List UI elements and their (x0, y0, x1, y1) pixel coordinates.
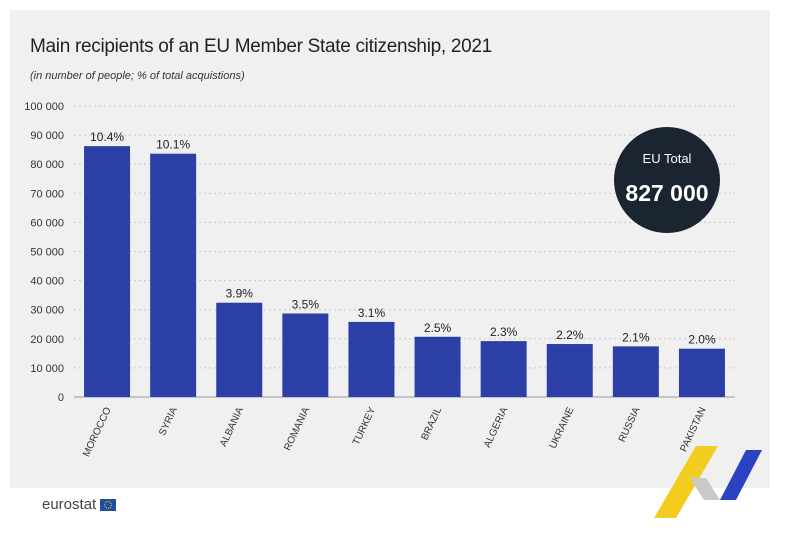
y-tick-label: 80 000 (30, 159, 64, 171)
y-tick-label: 20 000 (30, 334, 64, 346)
chart-title: Main recipients of an EU Member State ci… (30, 36, 492, 57)
bar-brazil (414, 336, 461, 397)
data-label: 10.4% (90, 130, 124, 144)
y-tick-label: 60 000 (30, 217, 64, 229)
x-tick-label: ALGERIA (482, 405, 510, 449)
bar-ukraine (546, 344, 593, 397)
eu-total-badge: EU Total 827 000 (614, 127, 720, 233)
eu-total-circle (614, 127, 720, 233)
y-tick-label: 30 000 (30, 305, 64, 317)
data-label: 3.5% (292, 297, 320, 311)
bar-morocco (84, 146, 131, 397)
bar-pakistan (678, 348, 725, 397)
decorative-stripes (654, 446, 762, 518)
blue-stripe (720, 450, 762, 500)
data-labels: 10.4% 10.1% 3.9% 3.5% 3.1% 2.5% 2.3% 2.2% 2.1% 2.… (90, 130, 716, 347)
bar-syria (150, 153, 197, 397)
data-label: 2.1% (622, 330, 650, 344)
eurostat-logo: eurostat (42, 496, 117, 513)
bar-romania (282, 313, 329, 397)
data-label: 2.0% (688, 333, 716, 347)
y-tick-label: 0 (58, 392, 64, 404)
data-label: 10.1% (156, 138, 190, 152)
data-label: 3.1% (358, 306, 386, 320)
yellow-stripe (654, 446, 718, 518)
y-axis-ticks: 0 10 000 20 000 30 000 40 000 50 000 60 000 70 … (24, 101, 64, 404)
y-tick-label: 90 000 (30, 130, 64, 142)
bar-algeria (480, 341, 527, 397)
x-axis-ticks: MOROCCO SYRIA ALBANIA ROMANIA TURKEY BRAZIL AL… (81, 405, 708, 458)
grey-stripe (690, 478, 720, 500)
y-tick-label: 50 000 (30, 247, 64, 259)
x-tick-label: ROMANIA (282, 405, 312, 452)
chart-subtitle: (in number of people; % of total acquist… (30, 70, 245, 82)
x-tick-label: MOROCCO (81, 405, 114, 458)
x-tick-label: RUSSIA (617, 405, 643, 444)
data-label: 2.3% (490, 325, 518, 339)
eurostat-logo-text: eurostat (42, 496, 97, 513)
data-label: 2.5% (424, 321, 452, 335)
eu-total-label: EU Total (643, 151, 692, 166)
x-tick-label: ALBANIA (218, 405, 246, 448)
eu-total-value: 827 000 (625, 180, 708, 206)
x-tick-label: TURKEY (351, 405, 378, 447)
x-tick-label: UKRAINE (548, 405, 577, 450)
x-tick-label: BRAZIL (420, 405, 445, 442)
y-tick-label: 100 000 (24, 101, 64, 113)
y-tick-label: 40 000 (30, 276, 64, 288)
bar-russia (612, 346, 659, 397)
y-tick-label: 70 000 (30, 188, 64, 200)
y-tick-label: 10 000 (30, 363, 64, 375)
eu-flag-icon (100, 498, 117, 511)
chart-panel (10, 10, 770, 488)
bar-turkey (348, 321, 395, 397)
data-label: 3.9% (226, 287, 254, 301)
x-tick-label: SYRIA (157, 405, 180, 437)
bars (84, 146, 725, 397)
data-label: 2.2% (556, 328, 584, 342)
bar-albania (216, 302, 263, 397)
